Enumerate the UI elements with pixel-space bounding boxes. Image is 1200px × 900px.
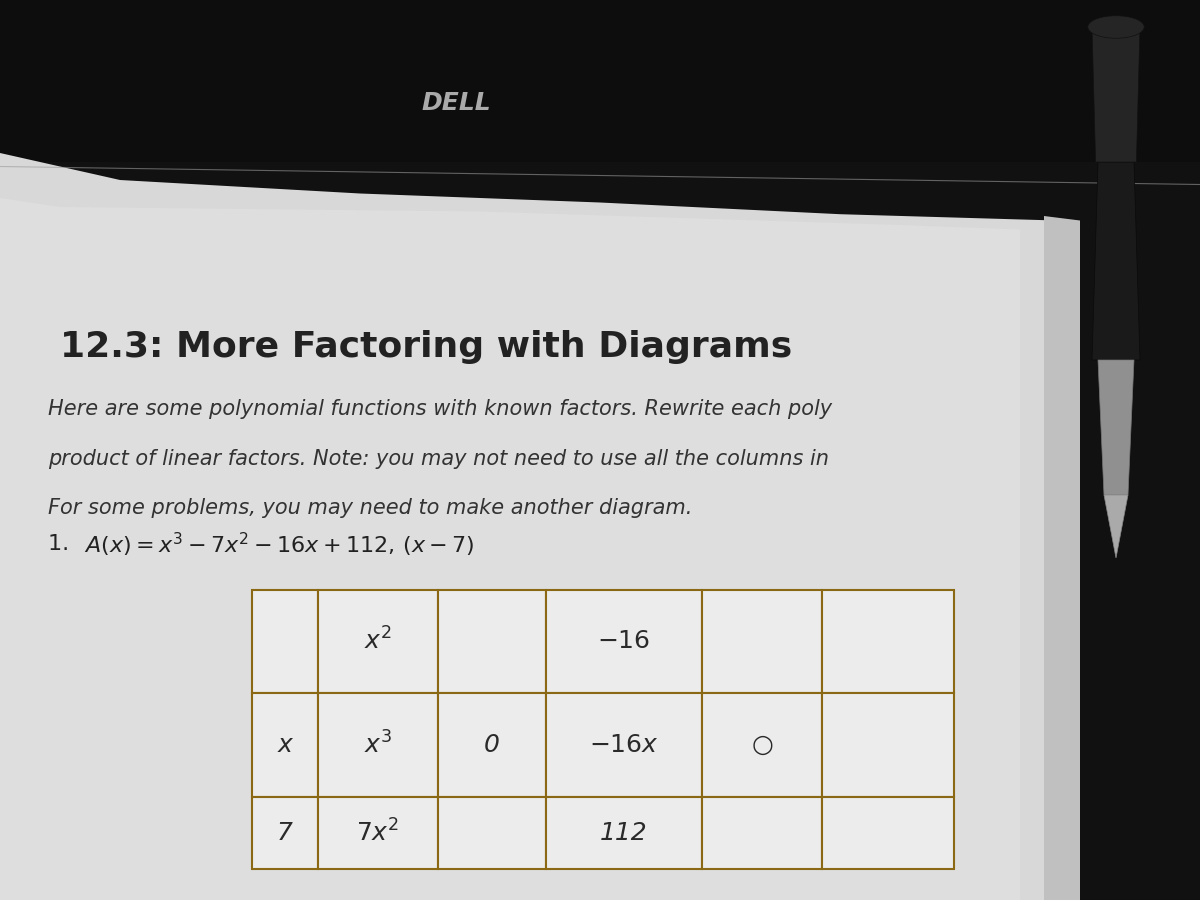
Bar — [822, 693, 954, 796]
Text: 112: 112 — [600, 821, 648, 844]
Text: $-16$: $-16$ — [598, 629, 650, 653]
Bar — [702, 796, 822, 868]
Bar — [318, 693, 438, 796]
Text: 7: 7 — [277, 821, 293, 844]
Text: Here are some polynomial functions with known factors. Rewrite each poly: Here are some polynomial functions with … — [48, 400, 832, 419]
Text: x: x — [277, 733, 293, 757]
Polygon shape — [1098, 360, 1134, 495]
Polygon shape — [1092, 162, 1140, 360]
Text: 1.: 1. — [48, 535, 77, 554]
Bar — [252, 693, 318, 796]
Polygon shape — [1092, 27, 1140, 162]
Text: $x^3$: $x^3$ — [364, 731, 392, 759]
Text: $7x^2$: $7x^2$ — [356, 819, 400, 846]
Polygon shape — [0, 0, 1200, 162]
Bar — [822, 590, 954, 693]
Bar — [546, 590, 702, 693]
Text: 12.3: More Factoring with Diagrams: 12.3: More Factoring with Diagrams — [60, 329, 792, 364]
Bar — [702, 590, 822, 693]
Ellipse shape — [1087, 15, 1145, 38]
Polygon shape — [1044, 216, 1080, 900]
Bar — [252, 796, 318, 868]
Bar — [252, 590, 318, 693]
Text: $A(x) = x^3 - 7x^2 - 16x + 112, \,(x - 7)$: $A(x) = x^3 - 7x^2 - 16x + 112, \,(x - 7… — [84, 530, 475, 559]
Bar — [438, 796, 546, 868]
Polygon shape — [0, 198, 1020, 900]
Text: DELL: DELL — [421, 92, 491, 115]
Polygon shape — [0, 153, 1056, 900]
Text: 0: 0 — [484, 733, 500, 757]
Bar — [822, 796, 954, 868]
Bar — [546, 796, 702, 868]
Text: For some problems, you may need to make another diagram.: For some problems, you may need to make … — [48, 499, 692, 518]
Bar — [702, 693, 822, 796]
Text: product of linear factors. Note: you may not need to use all the columns in: product of linear factors. Note: you may… — [48, 449, 829, 469]
Text: $x^2$: $x^2$ — [364, 627, 392, 655]
Bar — [438, 693, 546, 796]
Bar — [438, 590, 546, 693]
Bar — [318, 796, 438, 868]
Bar — [318, 590, 438, 693]
Text: $\bigcirc$: $\bigcirc$ — [751, 733, 773, 757]
Polygon shape — [1104, 495, 1128, 558]
Text: $-16x$: $-16x$ — [589, 733, 659, 757]
Bar — [546, 693, 702, 796]
